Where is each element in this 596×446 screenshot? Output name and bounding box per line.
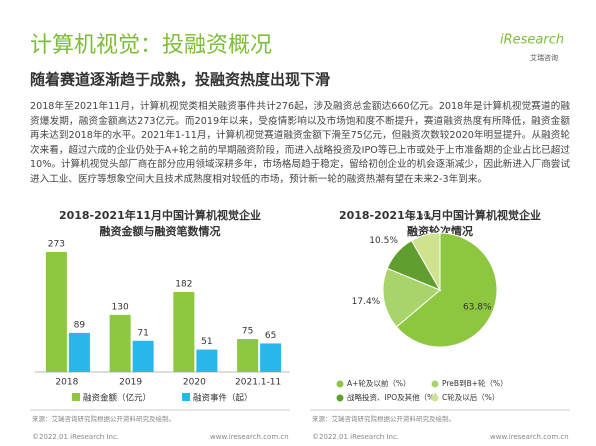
source: 来源：艾瑞咨询研究院根据公开资料研究及绘制。 [312, 414, 455, 423]
logo: iResearch [500, 33, 564, 48]
legend-label: 融资事件（起） [193, 393, 253, 404]
source: 来源：艾瑞咨询研究院根据公开资料研究及绘制。 [32, 414, 175, 423]
chart-title: 2018-2021年11月中国计算机视觉企业 [339, 208, 541, 222]
bar [109, 314, 131, 372]
data-label: 63.8% [463, 303, 492, 313]
pie-slice [382, 267, 441, 328]
bar [196, 349, 218, 372]
footer-url: www.iresearch.com.cn [210, 433, 289, 441]
logo-cn: 艾瑞咨询 [530, 53, 558, 62]
footer-url: www.iresearch.com.cn [490, 433, 569, 441]
data-label: 10.5% [369, 236, 398, 246]
bar [45, 252, 67, 372]
legend-label: C轮及以后（%） [442, 392, 499, 402]
legend-swatch [182, 393, 190, 401]
subtitle: 随着赛道逐渐趋于成熟，投融资热度出现下滑 [30, 71, 330, 89]
data-label: 71 [137, 328, 148, 338]
logo-box [492, 30, 572, 50]
legend-label: PreB到B+轮（%） [442, 378, 508, 388]
x-tick-label: 2021.1-11 [235, 378, 281, 388]
bar [260, 343, 282, 372]
data-label: 65 [265, 331, 276, 341]
data-label: 8.3% [409, 213, 432, 223]
pie-slice [410, 232, 441, 292]
data-label: 130 [112, 302, 129, 312]
footer: ©2022.01 iResearch Inc. [312, 433, 399, 441]
data-label: 17.4% [352, 297, 381, 307]
bar [68, 332, 90, 372]
legend-swatch [336, 394, 344, 402]
legend-label: 战略投资、IPO及其他（%） [347, 392, 442, 402]
x-tick-label: 2020 [183, 378, 206, 388]
data-label: 273 [48, 240, 65, 250]
bar [237, 339, 259, 372]
data-label: 182 [175, 280, 192, 290]
chart-title: 2018-2021年11月中国计算机视觉企业 [59, 208, 261, 222]
legend-swatch [72, 393, 80, 401]
bar [173, 292, 195, 372]
chart-subtitle: 融资金额与融资笔数情况 [100, 224, 221, 238]
bar [132, 340, 154, 372]
legend-swatch [431, 380, 439, 388]
legend-swatch [431, 394, 439, 402]
x-tick-label: 2018 [55, 378, 78, 388]
x-tick-label: 2019 [119, 378, 142, 388]
data-label: 75 [242, 327, 253, 337]
page-title: 计算机视觉：投融资概况 [30, 33, 272, 58]
chart-subtitle: 融资轮次情况 [407, 224, 473, 238]
data-label: 89 [74, 320, 86, 330]
footer: ©2022.01 iResearch Inc. [32, 433, 119, 441]
legend-label: 融资金额（亿元） [83, 393, 151, 404]
legend-label: A+轮及以前（%） [347, 378, 411, 388]
data-label: 51 [201, 337, 212, 347]
legend-swatch [336, 380, 344, 388]
pie-slice [395, 232, 498, 348]
paragraph: 2018年至2021年11月，计算机视觉类相关融资事件共计276起，涉及融资总金… [30, 101, 570, 185]
